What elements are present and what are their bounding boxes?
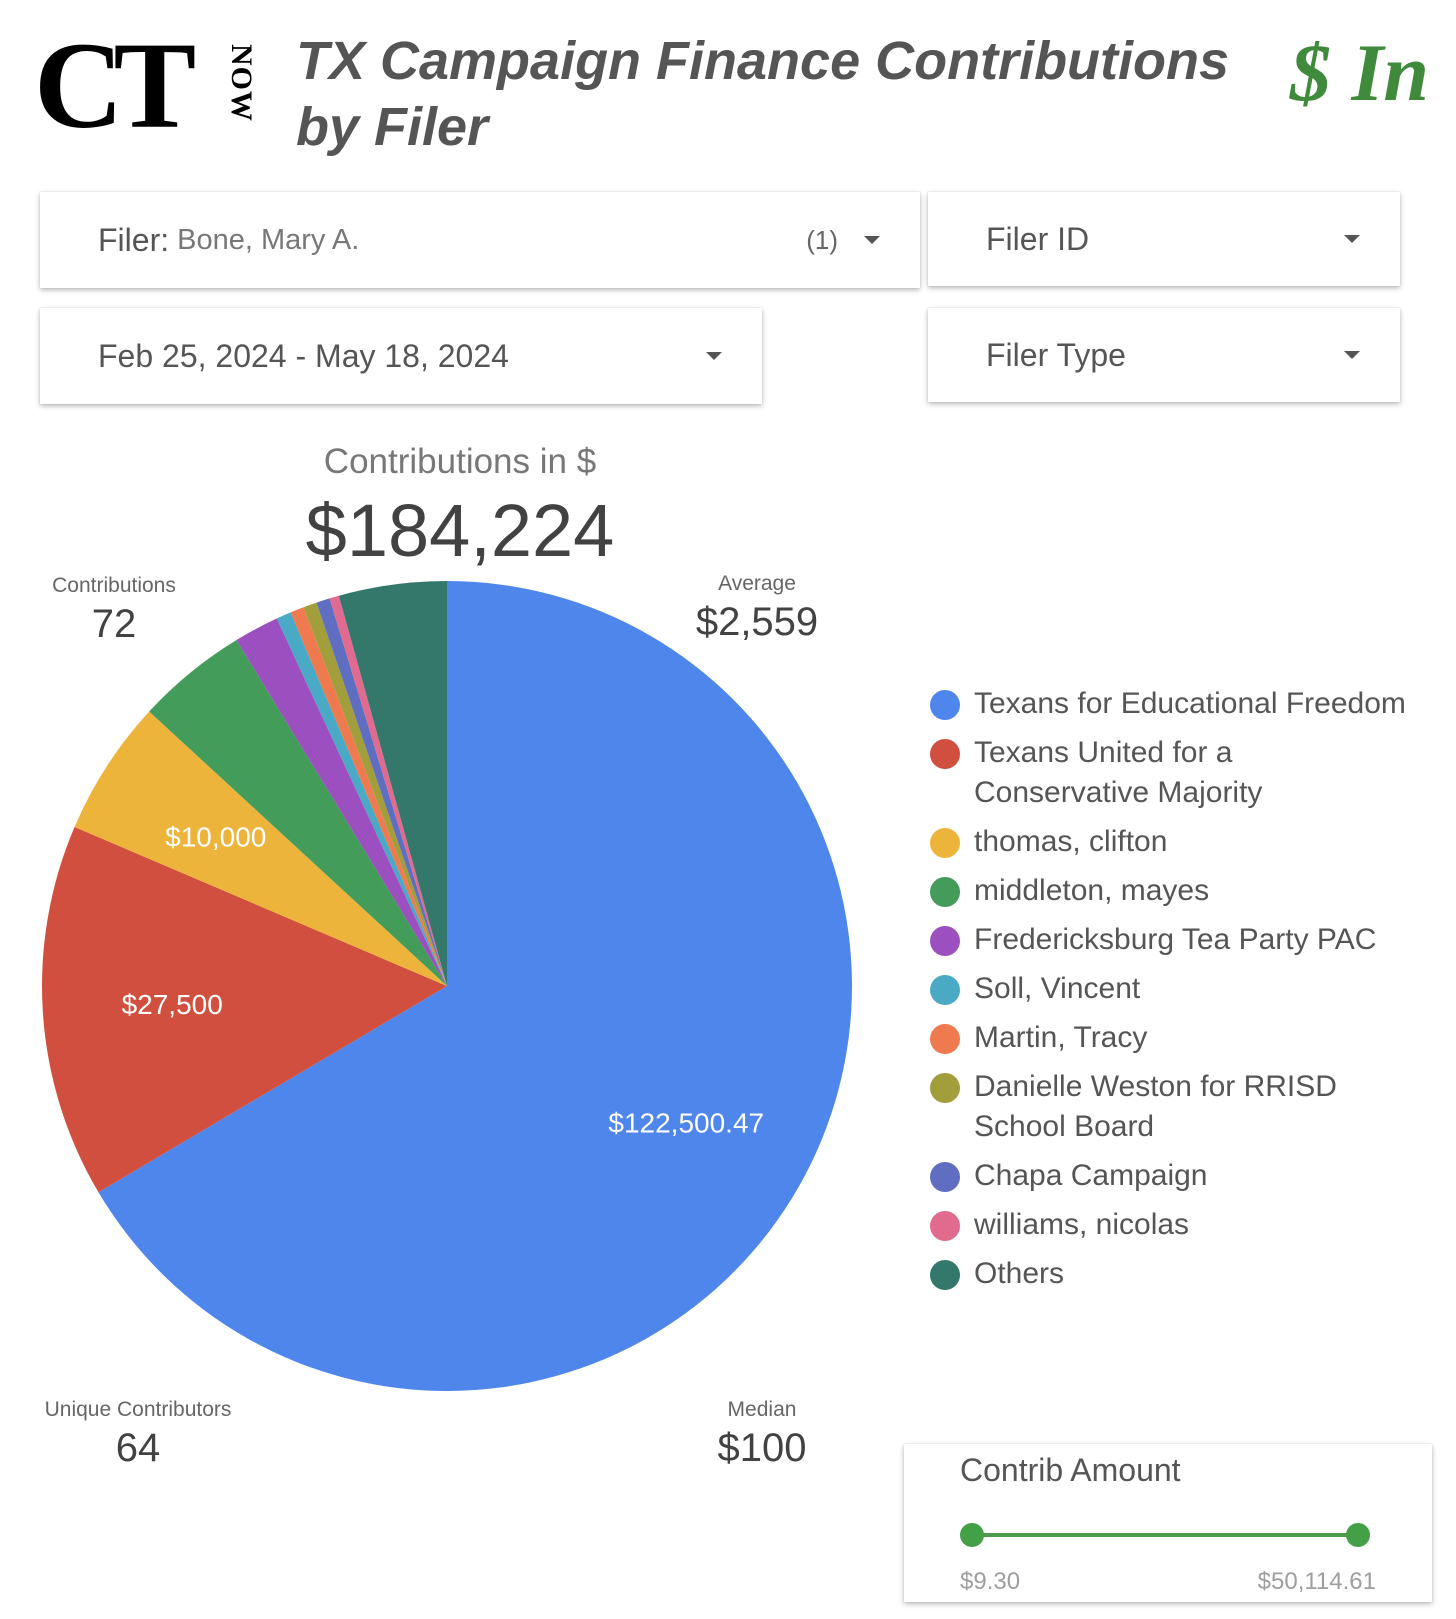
average-value: $2,559 <box>695 600 819 644</box>
contributions-count-label: Contributions <box>52 574 176 597</box>
slider-max-label: $50,114.61 <box>1257 1568 1376 1595</box>
pie-slice-label: $122,500.47 <box>608 1107 764 1138</box>
legend-label: Danielle Weston for RRISD School Board <box>974 1070 1337 1143</box>
median-scorecard: Median $100 <box>692 1398 832 1471</box>
contributions-pie-chart: $122,500.47 $27,500 $10,000 <box>42 581 853 1391</box>
legend-color-dot-icon <box>930 1260 960 1290</box>
legend-color-dot-icon <box>930 926 960 956</box>
pie-slice[interactable] <box>303 602 447 986</box>
logo-ct-text: CT <box>34 17 196 154</box>
filer-type-dropdown[interactable]: Filer Type <box>928 308 1400 402</box>
money-in-badge: $ In <box>1290 27 1430 118</box>
pie-slice[interactable] <box>236 618 447 986</box>
legend-color-dot-icon <box>930 1211 960 1241</box>
legend-color-dot-icon <box>930 877 960 907</box>
slider-max-handle[interactable] <box>1346 1523 1370 1547</box>
pie-slice[interactable] <box>316 598 447 986</box>
median-label: Median <box>727 1398 797 1421</box>
pie-slice[interactable] <box>42 826 448 1193</box>
slider-min-handle[interactable] <box>960 1523 984 1547</box>
slider-title: Contrib Amount <box>960 1452 1181 1488</box>
legend-label: williams, nicolas <box>974 1208 1190 1241</box>
average-scorecard: Average $2,559 <box>682 572 832 645</box>
pie-slice[interactable] <box>74 711 447 986</box>
filer-filter-dropdown[interactable]: Filer : Bone, Mary A. (1) <box>40 192 920 288</box>
legend-item[interactable]: Texans for Educational Freedom <box>930 684 1410 724</box>
slider-min-label: $9.30 <box>960 1568 1021 1595</box>
legend-item[interactable]: Fredericksburg Tea Party PAC <box>930 920 1410 960</box>
pie-slice[interactable] <box>98 581 853 1391</box>
ct-now-logo: CT NOW <box>34 24 266 148</box>
legend-color-dot-icon <box>930 1024 960 1054</box>
unique-contributors-value: 64 <box>115 1426 161 1470</box>
filer-filter-value: Bone, Mary A. <box>177 223 360 256</box>
median-value: $100 <box>717 1426 807 1470</box>
legend-color-dot-icon <box>930 739 960 769</box>
pie-slice[interactable] <box>290 607 447 986</box>
legend-label: Martin, Tracy <box>974 1021 1148 1054</box>
contributions-count-value: 72 <box>91 602 137 646</box>
legend-color-dot-icon <box>930 1162 960 1192</box>
contributions-count-scorecard: Contributions 72 <box>44 574 184 647</box>
caret-down-icon <box>864 236 880 244</box>
caret-down-icon <box>1344 351 1360 359</box>
pie-legend: Texans for Educational Freedom Texans Uni… <box>930 684 1410 1303</box>
pie-slice[interactable] <box>329 595 447 986</box>
filer-filter-count: (1) <box>806 224 838 255</box>
unique-contributors-scorecard: Unique Contributors 64 <box>40 1398 236 1471</box>
legend-color-dot-icon <box>930 975 960 1005</box>
filer-filter-separator: : <box>160 221 170 258</box>
date-range-picker[interactable]: Feb 25, 2024 - May 18, 2024 <box>40 308 762 404</box>
legend-color-dot-icon <box>930 828 960 858</box>
filer-id-dropdown[interactable]: Filer ID <box>928 192 1400 286</box>
pie-slice-label: $27,500 <box>122 989 223 1020</box>
filer-id-label: Filer ID <box>986 220 1090 257</box>
total-contributions-value: $184,224 <box>305 489 615 572</box>
legend-item[interactable]: Soll, Vincent <box>930 969 1410 1009</box>
pie-slice-label: $10,000 <box>165 821 266 852</box>
date-range-value: Feb 25, 2024 - May 18, 2024 <box>98 337 509 374</box>
pie-labels: $122,500.47 $27,500 $10,000 <box>122 821 765 1138</box>
legend-color-dot-icon <box>930 1073 960 1103</box>
legend-label: middleton, mayes <box>974 874 1210 907</box>
unique-contributors-label: Unique Contributors <box>44 1398 232 1421</box>
legend-item[interactable]: Martin, Tracy <box>930 1018 1410 1058</box>
contrib-amount-slider: Contrib Amount $9.30 $50,114.61 <box>904 1444 1432 1602</box>
legend-item[interactable]: thomas, clifton <box>930 822 1410 862</box>
legend-label: Soll, Vincent <box>974 972 1141 1005</box>
filer-type-label: Filer Type <box>986 336 1126 373</box>
legend-label: Others <box>974 1257 1065 1290</box>
caret-down-icon <box>706 352 722 360</box>
pie-slice[interactable] <box>338 581 447 986</box>
legend-item[interactable]: Danielle Weston for RRISD School Board <box>930 1067 1410 1147</box>
legend-item[interactable]: williams, nicolas <box>930 1205 1410 1245</box>
legend-item[interactable]: middleton, mayes <box>930 871 1410 911</box>
pie-slices <box>42 581 853 1391</box>
legend-item[interactable]: Chapa Campaign <box>930 1156 1410 1196</box>
slider-fill <box>972 1533 1358 1537</box>
caret-down-icon <box>1344 235 1360 243</box>
filer-filter-label: Filer <box>98 221 161 258</box>
legend-label: Chapa Campaign <box>974 1159 1208 1192</box>
page-title: TX Campaign Finance Contributions by Fil… <box>296 31 1230 157</box>
legend-item[interactable]: Texans United for a Conservative Majorit… <box>930 733 1410 813</box>
pie-slice[interactable] <box>149 639 447 986</box>
total-contributions-label: Contributions in $ <box>323 442 597 481</box>
legend-item[interactable]: Others <box>930 1254 1410 1294</box>
legend-label: thomas, clifton <box>974 825 1168 858</box>
legend-label: Texans United for a Conservative Majorit… <box>974 736 1263 809</box>
pie-slice[interactable] <box>276 612 447 986</box>
legend-color-dot-icon <box>930 690 960 720</box>
legend-label: Fredericksburg Tea Party PAC <box>974 923 1377 956</box>
slider-track[interactable] <box>972 1533 1358 1537</box>
average-label: Average <box>718 572 796 595</box>
legend-label: Texans for Educational Freedom <box>974 687 1406 720</box>
